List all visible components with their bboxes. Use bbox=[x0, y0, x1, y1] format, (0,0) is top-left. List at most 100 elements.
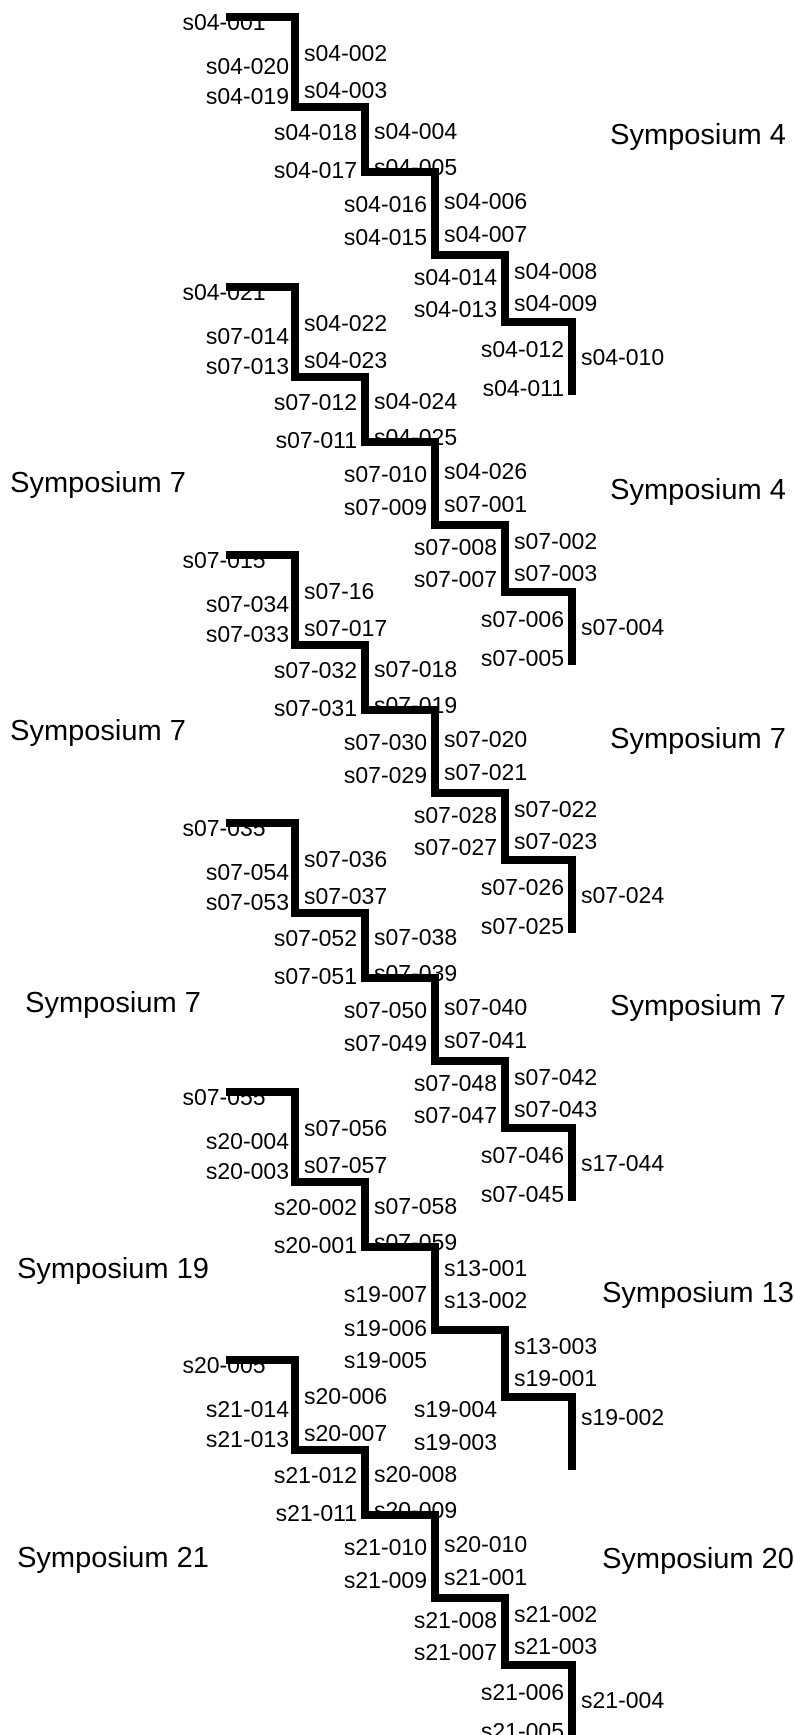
seat-label: s19-003 bbox=[414, 1429, 497, 1455]
seat-label: s04-012 bbox=[481, 336, 564, 362]
seat-label: s04-002 bbox=[304, 40, 387, 66]
seat-label: s21-005 bbox=[481, 1718, 564, 1735]
seat-label: s04-025 bbox=[374, 424, 457, 450]
seat-label: s21-013 bbox=[206, 1426, 289, 1452]
seat-label: s04-020 bbox=[206, 53, 289, 79]
seat-label: s04-003 bbox=[304, 77, 387, 103]
seat-label: s13-002 bbox=[444, 1287, 527, 1313]
seat-label: s07-001 bbox=[444, 491, 527, 517]
seat-label: s07-046 bbox=[481, 1142, 564, 1168]
seat-label: s07-021 bbox=[444, 759, 527, 785]
seat-label: s20-005 bbox=[182, 1352, 265, 1378]
symposium-right-label: Symposium 13 bbox=[602, 1277, 794, 1309]
seat-label: s19-007 bbox=[344, 1281, 427, 1307]
seat-label: s04-001 bbox=[182, 9, 265, 35]
seat-label: s07-004 bbox=[581, 614, 664, 640]
seat-label: s07-028 bbox=[414, 802, 497, 828]
seat-label: s13-001 bbox=[444, 1255, 527, 1281]
seat-label: s20-004 bbox=[206, 1128, 289, 1154]
seat-label: s07-036 bbox=[304, 846, 387, 872]
seat-label: s07-026 bbox=[481, 874, 564, 900]
seat-label: s20-007 bbox=[304, 1420, 387, 1446]
seat-label: s07-005 bbox=[481, 645, 564, 671]
seat-label: s07-023 bbox=[514, 828, 597, 854]
seat-label: s21-012 bbox=[274, 1462, 357, 1488]
seat-label: s20-008 bbox=[374, 1461, 457, 1487]
seat-label: s20-006 bbox=[304, 1383, 387, 1409]
seat-label: s04-017 bbox=[274, 157, 357, 183]
seat-label: s04-015 bbox=[344, 224, 427, 250]
seat-label: s20-002 bbox=[274, 1194, 357, 1220]
seat-label: s04-006 bbox=[444, 188, 527, 214]
seat-label: s07-16 bbox=[304, 578, 374, 604]
seat-label: s04-021 bbox=[182, 279, 265, 305]
symposium-right-label: Symposium 20 bbox=[602, 1543, 794, 1575]
seat-label: s07-039 bbox=[374, 960, 457, 986]
seat-label: s07-022 bbox=[514, 796, 597, 822]
staircase-line bbox=[226, 283, 576, 665]
seat-label: s04-008 bbox=[514, 258, 597, 284]
seat-label: s07-011 bbox=[276, 427, 357, 453]
seat-label: s17-044 bbox=[581, 1150, 664, 1176]
seat-label: s07-007 bbox=[414, 566, 497, 592]
seat-label: s04-005 bbox=[374, 154, 457, 180]
seat-label: s07-002 bbox=[514, 528, 597, 554]
seat-label: s04-007 bbox=[444, 221, 527, 247]
seat-label: s07-050 bbox=[344, 997, 427, 1023]
seat-label: s20-009 bbox=[374, 1497, 457, 1523]
seat-label: s04-023 bbox=[304, 347, 387, 373]
seat-label: s07-029 bbox=[344, 762, 427, 788]
staircase-line bbox=[226, 1356, 576, 1735]
seat-label: s04-026 bbox=[444, 458, 527, 484]
seat-label: s07-054 bbox=[206, 859, 289, 885]
seat-label: s04-009 bbox=[514, 290, 597, 316]
seat-label: s19-005 bbox=[344, 1347, 427, 1373]
seat-label: s07-031 bbox=[274, 695, 357, 721]
seat-label: s07-047 bbox=[414, 1102, 497, 1128]
symposium-left-label: Symposium 7 bbox=[10, 467, 186, 499]
seat-label: s04-013 bbox=[414, 296, 497, 322]
seat-label: s07-057 bbox=[304, 1152, 387, 1178]
staircase-line bbox=[226, 819, 576, 1201]
seat-label: s19-006 bbox=[344, 1315, 427, 1341]
seat-label: s07-020 bbox=[444, 726, 527, 752]
seat-label: s07-032 bbox=[274, 657, 357, 683]
seat-label: s20-001 bbox=[274, 1232, 357, 1258]
seat-label: s19-004 bbox=[414, 1396, 497, 1422]
seat-label: s07-008 bbox=[414, 534, 497, 560]
seat-label: s07-037 bbox=[304, 883, 387, 909]
seat-label: s21-006 bbox=[481, 1679, 564, 1705]
seat-label: s07-048 bbox=[414, 1070, 497, 1096]
seat-label: s07-058 bbox=[374, 1193, 457, 1219]
seat-label: s07-027 bbox=[414, 834, 497, 860]
seat-label: s07-052 bbox=[274, 925, 357, 951]
seat-label: s19-001 bbox=[514, 1365, 597, 1391]
symposium-left-label: Symposium 21 bbox=[17, 1542, 209, 1574]
seat-label: s21-014 bbox=[206, 1396, 289, 1422]
symposium-left-label: Symposium 19 bbox=[17, 1253, 209, 1285]
seat-label: s07-009 bbox=[344, 494, 427, 520]
seat-label: s07-030 bbox=[344, 729, 427, 755]
seat-label: s21-010 bbox=[344, 1534, 427, 1560]
seat-label: s07-055 bbox=[182, 1084, 265, 1110]
seat-label: s07-024 bbox=[581, 882, 664, 908]
seat-label: s07-015 bbox=[182, 547, 265, 573]
seat-label: s20-003 bbox=[206, 1158, 289, 1184]
symposium-left-label: Symposium 7 bbox=[10, 715, 186, 747]
seat-label: s04-016 bbox=[344, 191, 427, 217]
seat-label: s07-019 bbox=[374, 692, 457, 718]
seat-label: s21-009 bbox=[344, 1567, 427, 1593]
seat-label: s07-014 bbox=[206, 323, 289, 349]
seat-label: s07-043 bbox=[514, 1096, 597, 1122]
seat-label: s04-022 bbox=[304, 310, 387, 336]
seat-label: s07-042 bbox=[514, 1064, 597, 1090]
seat-label: s21-004 bbox=[581, 1687, 664, 1713]
seat-label: s04-019 bbox=[206, 83, 289, 109]
seat-label: s07-010 bbox=[344, 461, 427, 487]
seat-label: s13-003 bbox=[514, 1333, 597, 1359]
seat-label: s07-045 bbox=[481, 1181, 564, 1207]
seat-label: s07-018 bbox=[374, 656, 457, 682]
seat-label: s21-001 bbox=[444, 1564, 527, 1590]
seat-label: s07-053 bbox=[206, 889, 289, 915]
